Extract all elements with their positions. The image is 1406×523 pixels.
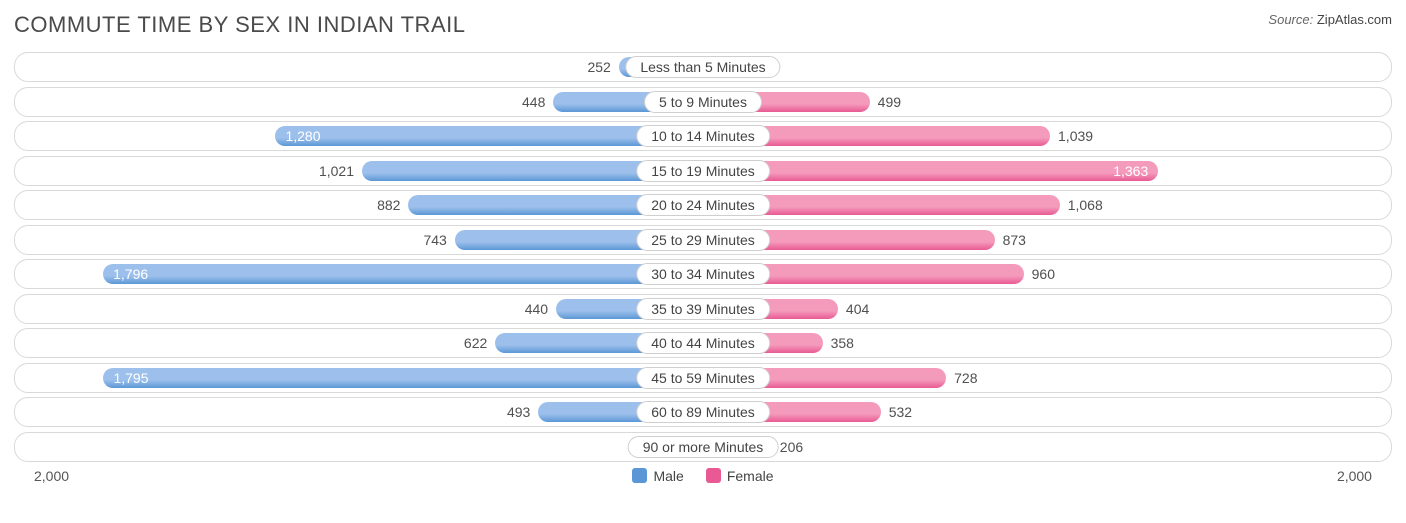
female-value: 728 bbox=[954, 368, 977, 388]
female-value: 532 bbox=[889, 402, 912, 422]
row-inner: 622 358 40 to 44 Minutes bbox=[35, 333, 1371, 353]
row-inner: 1,796 960 30 to 34 Minutes bbox=[35, 264, 1371, 284]
category-label: 60 to 89 Minutes bbox=[636, 401, 770, 423]
source-site: ZipAtlas.com bbox=[1317, 12, 1392, 27]
chart-row: 1,280 1,039 10 to 14 Minutes bbox=[14, 121, 1392, 151]
male-value: 1,280 bbox=[285, 126, 320, 146]
row-inner: 25247Less than 5 Minutes bbox=[35, 57, 1371, 77]
female-value: 1,363 bbox=[1113, 161, 1148, 181]
category-label: 90 or more Minutes bbox=[628, 436, 779, 458]
male-value: 882 bbox=[377, 195, 400, 215]
category-label: 20 to 24 Minutes bbox=[636, 194, 770, 216]
legend-swatch bbox=[632, 468, 647, 483]
chart-title: COMMUTE TIME BY SEX IN INDIAN TRAIL bbox=[14, 12, 465, 38]
legend-item: Male bbox=[632, 468, 683, 484]
axis-max-right: 2,000 bbox=[1337, 468, 1372, 484]
axis-max-left: 2,000 bbox=[34, 468, 69, 484]
male-value: 440 bbox=[525, 299, 548, 319]
chart-row: 25247Less than 5 Minutes bbox=[14, 52, 1392, 82]
row-inner: 1,280 1,039 10 to 14 Minutes bbox=[35, 126, 1371, 146]
row-inner: 1,795 728 45 to 59 Minutes bbox=[35, 368, 1371, 388]
category-label: 40 to 44 Minutes bbox=[636, 332, 770, 354]
legend-label: Female bbox=[727, 468, 774, 484]
female-value: 1,068 bbox=[1068, 195, 1103, 215]
legend-item: Female bbox=[706, 468, 774, 484]
row-inner: 13120690 or more Minutes bbox=[35, 437, 1371, 457]
legend: Male Female bbox=[632, 468, 773, 484]
category-label: 25 to 29 Minutes bbox=[636, 229, 770, 251]
male-value: 1,795 bbox=[113, 368, 148, 388]
male-value: 743 bbox=[423, 230, 446, 250]
female-value: 873 bbox=[1003, 230, 1026, 250]
row-inner: 440 404 35 to 39 Minutes bbox=[35, 299, 1371, 319]
chart-row: 1,796 960 30 to 34 Minutes bbox=[14, 259, 1392, 289]
female-value: 404 bbox=[846, 299, 869, 319]
male-value: 493 bbox=[507, 402, 530, 422]
female-value: 1,039 bbox=[1058, 126, 1093, 146]
row-inner: 882 1,068 20 to 24 Minutes bbox=[35, 195, 1371, 215]
diverging-bar-chart: 25247Less than 5 Minutes 448 499 5 to 9 Min… bbox=[14, 52, 1392, 462]
chart-row: 440 404 35 to 39 Minutes bbox=[14, 294, 1392, 324]
chart-row: 743 873 25 to 29 Minutes bbox=[14, 225, 1392, 255]
chart-source: Source: ZipAtlas.com bbox=[1268, 12, 1392, 27]
category-label: 45 to 59 Minutes bbox=[636, 367, 770, 389]
row-inner: 493 532 60 to 89 Minutes bbox=[35, 402, 1371, 422]
male-value: 1,021 bbox=[319, 161, 354, 181]
legend-swatch bbox=[706, 468, 721, 483]
male-value: 622 bbox=[464, 333, 487, 353]
female-value: 499 bbox=[878, 92, 901, 112]
chart-row: 1,795 728 45 to 59 Minutes bbox=[14, 363, 1392, 393]
category-label: 15 to 19 Minutes bbox=[636, 160, 770, 182]
category-label: 10 to 14 Minutes bbox=[636, 125, 770, 147]
female-value: 960 bbox=[1032, 264, 1055, 284]
male-bar bbox=[103, 264, 703, 284]
chart-row: 882 1,068 20 to 24 Minutes bbox=[14, 190, 1392, 220]
category-label: 35 to 39 Minutes bbox=[636, 298, 770, 320]
chart-header: COMMUTE TIME BY SEX IN INDIAN TRAIL Sour… bbox=[14, 12, 1392, 38]
chart-row: 1,021 1,363 15 to 19 Minutes bbox=[14, 156, 1392, 186]
chart-footer: 2,000 Male Female 2,000 bbox=[14, 468, 1392, 484]
source-label: Source: bbox=[1268, 12, 1313, 27]
category-label: 30 to 34 Minutes bbox=[636, 263, 770, 285]
chart-row: 493 532 60 to 89 Minutes bbox=[14, 397, 1392, 427]
female-bar bbox=[703, 161, 1158, 181]
chart-row: 13120690 or more Minutes bbox=[14, 432, 1392, 462]
male-value: 1,796 bbox=[113, 264, 148, 284]
row-inner: 448 499 5 to 9 Minutes bbox=[35, 92, 1371, 112]
category-label: 5 to 9 Minutes bbox=[644, 91, 762, 113]
legend-label: Male bbox=[653, 468, 683, 484]
category-label: Less than 5 Minutes bbox=[625, 56, 780, 78]
chart-row: 448 499 5 to 9 Minutes bbox=[14, 87, 1392, 117]
female-value: 358 bbox=[831, 333, 854, 353]
male-bar bbox=[103, 368, 703, 388]
female-value: 206 bbox=[780, 437, 803, 457]
male-value: 448 bbox=[522, 92, 545, 112]
row-inner: 743 873 25 to 29 Minutes bbox=[35, 230, 1371, 250]
chart-row: 622 358 40 to 44 Minutes bbox=[14, 328, 1392, 358]
male-value: 252 bbox=[587, 57, 610, 77]
row-inner: 1,021 1,363 15 to 19 Minutes bbox=[35, 161, 1371, 181]
